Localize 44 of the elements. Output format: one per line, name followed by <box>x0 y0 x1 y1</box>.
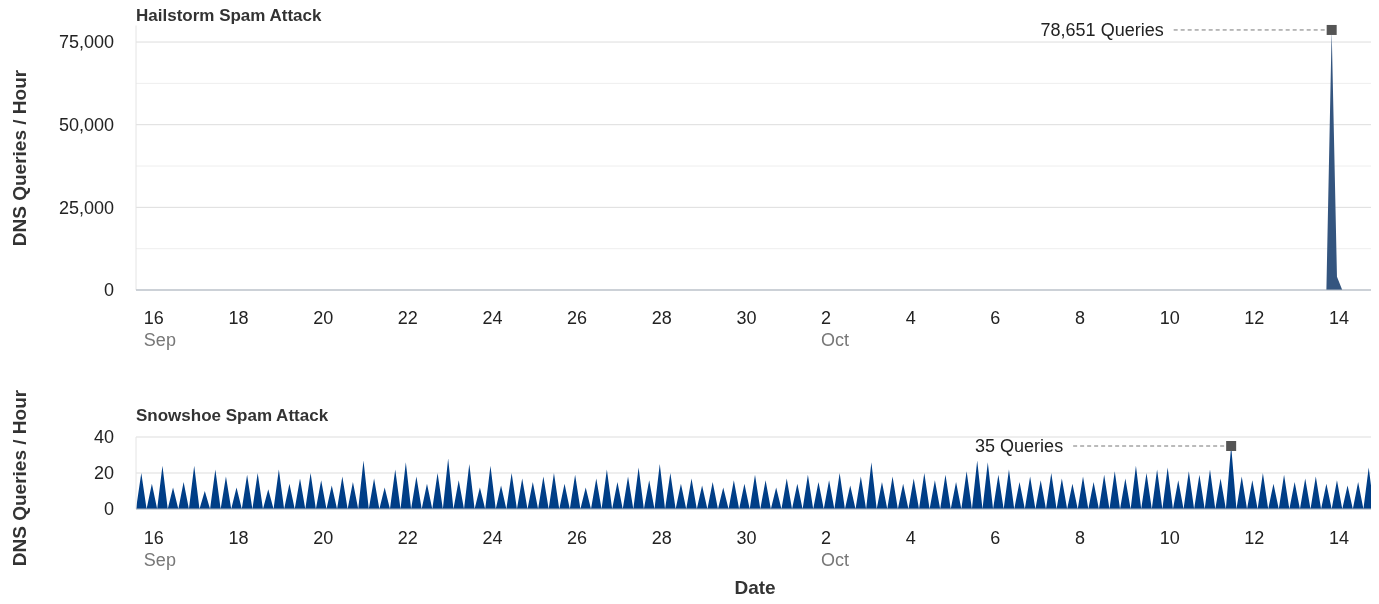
x-tick-label: 26 <box>567 308 588 328</box>
chart-title: Snowshoe Spam Attack <box>136 406 329 425</box>
x-tick-label: 14 <box>1328 528 1349 548</box>
x-tick-label: 30 <box>736 308 757 328</box>
x-tick-label: 2 Oct <box>821 308 850 350</box>
x-tick-label: 18 <box>228 528 249 548</box>
y-tick-label: 40 <box>93 427 114 448</box>
x-tick-label: 10 <box>1159 528 1180 548</box>
x-tick-label: 28 <box>651 528 672 548</box>
x-tick-label: 28 <box>651 308 672 328</box>
x-tick-label: 26 <box>567 528 588 548</box>
x-tick-label: 30 <box>736 528 757 548</box>
x-axis-title: Date <box>734 577 776 598</box>
x-tick-label: 12 <box>1244 528 1265 548</box>
x-tick-label: 4 <box>905 528 916 548</box>
y-tick-label: 20 <box>93 463 114 484</box>
x-tick-label: 12 <box>1244 308 1265 328</box>
y-tick-label: 75,000 <box>58 32 114 53</box>
x-tick-label: 24 <box>482 528 503 548</box>
x-tick-label: 14 <box>1328 308 1349 328</box>
x-tick-label: 4 <box>905 308 916 328</box>
x-tick-label: 22 <box>397 528 418 548</box>
y-tick-label: 50,000 <box>58 114 114 135</box>
x-tick-label: 8 <box>1075 528 1086 548</box>
x-tick-label: 22 <box>397 308 418 328</box>
x-tick-label: 6 <box>990 308 1001 328</box>
y-tick-label: 0 <box>103 280 114 301</box>
x-tick-label: 16 Sep <box>143 528 176 570</box>
y-axis-title: DNS Queries / Hour <box>9 69 30 247</box>
x-tick-label: 10 <box>1159 308 1180 328</box>
x-tick-label: 2 Oct <box>821 528 850 570</box>
annotation: 35 Queries <box>975 436 1064 457</box>
annotation: 78,651 Queries <box>1040 20 1164 41</box>
y-axis-title: DNS Queries / Hour <box>9 389 30 567</box>
x-tick-label: 16 Sep <box>143 308 176 350</box>
x-tick-label: 6 <box>990 528 1001 548</box>
x-tick-label: 8 <box>1075 308 1086 328</box>
y-tick-label: 25,000 <box>58 197 114 218</box>
y-tick-label: 0 <box>103 499 114 520</box>
chart-title: Hailstorm Spam Attack <box>136 6 323 25</box>
x-tick-label: 18 <box>228 308 249 328</box>
x-tick-label: 20 <box>313 528 334 548</box>
x-tick-label: 24 <box>482 308 503 328</box>
x-tick-label: 20 <box>313 308 334 328</box>
